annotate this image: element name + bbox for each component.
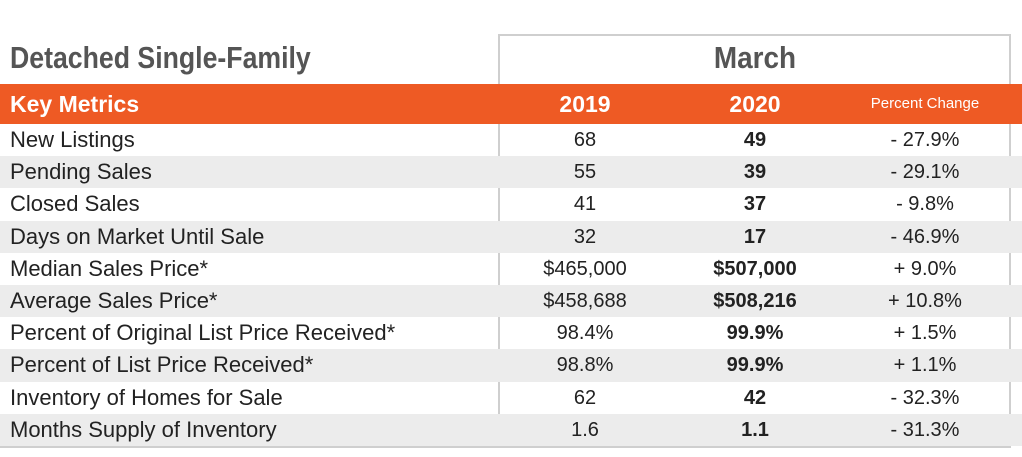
value-2020: 99.9%: [726, 354, 784, 377]
header-key-metrics: Key Metrics: [10, 91, 140, 117]
percent-change: - 27.9%: [890, 129, 960, 151]
value-2020: 1.1: [741, 418, 769, 441]
percent-change: + 1.5%: [893, 322, 957, 345]
metric-label: Median Sales Price*: [10, 255, 209, 281]
period-header-top-border: [498, 34, 1011, 36]
value-2020: 17: [743, 225, 767, 248]
value-2019: 55: [573, 161, 597, 184]
value-2019: 68: [573, 129, 597, 151]
table-row: New Listings 68 49 - 27.9%: [0, 124, 1022, 156]
value-2020: 49: [743, 129, 767, 151]
table-row: Median Sales Price* $465,000 $507,000 + …: [0, 253, 1022, 285]
value-2019: 1.6: [571, 418, 599, 441]
value-2019: $465,000: [543, 257, 627, 280]
metric-label: Pending Sales: [10, 159, 152, 185]
table-row: Percent of List Price Received* 98.8% 99…: [0, 349, 1022, 382]
section-title: Detached Single-Family: [10, 40, 311, 75]
metric-label: Average Sales Price*: [10, 287, 218, 313]
percent-change: - 46.9%: [890, 225, 960, 248]
percent-change: + 1.1%: [893, 354, 957, 377]
metric-label: Months Supply of Inventory: [10, 416, 277, 442]
table-row: Closed Sales 41 37 - 9.8%: [0, 188, 1022, 220]
value-2020: $507,000: [713, 257, 797, 280]
value-2019: 98.8%: [556, 354, 614, 377]
table-row: Percent of Original List Price Received*…: [0, 317, 1022, 349]
header-percent-change: Percent Change: [870, 95, 980, 112]
value-2020: 39: [743, 161, 767, 184]
table-row: Average Sales Price* $458,688 $508,216 +…: [0, 284, 1022, 318]
table-header: Key Metrics 2019 2020 Percent Change: [0, 84, 1022, 124]
period-title: March: [713, 40, 797, 75]
value-2020: 37: [743, 193, 767, 216]
metric-label: Closed Sales: [10, 191, 140, 217]
value-2019: 32: [573, 225, 597, 248]
metric-label: Inventory of Homes for Sale: [10, 384, 283, 410]
value-2020: 42: [743, 386, 767, 409]
metric-label: Days on Market Until Sale: [10, 223, 265, 249]
percent-change: - 31.3%: [890, 418, 960, 441]
value-2020: $508,216: [713, 289, 797, 312]
metric-label: New Listings: [10, 127, 135, 152]
metrics-table: New Listings 68 49 - 27.9% Pending Sales…: [0, 124, 1022, 446]
metric-label: Percent of List Price Received*: [10, 352, 314, 378]
value-2019: 62: [573, 386, 597, 409]
percent-change: - 29.1%: [890, 161, 960, 184]
percent-change: - 9.8%: [896, 193, 954, 216]
metric-label: Percent of Original List Price Received*: [10, 320, 396, 346]
table-bottom-border: [0, 446, 1011, 448]
percent-change: - 32.3%: [890, 386, 960, 409]
table-row: Months Supply of Inventory 1.6 1.1 - 31.…: [0, 413, 1022, 446]
table-row: Inventory of Homes for Sale 62 42 - 32.3…: [0, 382, 1022, 414]
table-row: Days on Market Until Sale 32 17 - 46.9%: [0, 220, 1022, 253]
header-year-2020: 2020: [729, 91, 781, 117]
header-year-2019: 2019: [559, 91, 611, 117]
value-2020: 99.9%: [726, 322, 784, 345]
percent-change: + 9.0%: [893, 257, 957, 280]
value-2019: 41: [573, 193, 597, 216]
value-2019: 98.4%: [556, 322, 614, 345]
percent-change: + 10.8%: [888, 289, 962, 312]
table-row: Pending Sales 55 39 - 29.1%: [0, 156, 1022, 189]
value-2019: $458,688: [543, 289, 627, 312]
